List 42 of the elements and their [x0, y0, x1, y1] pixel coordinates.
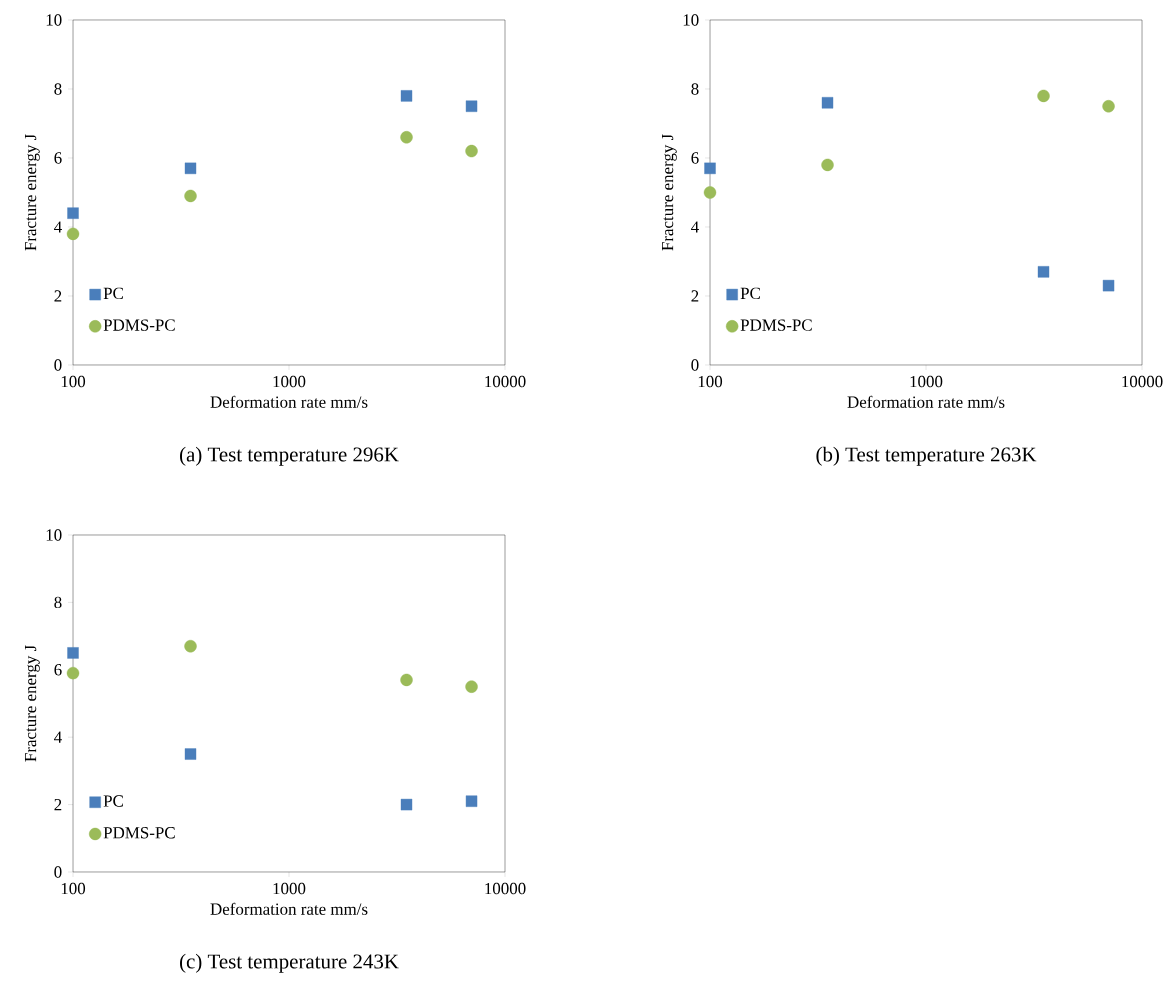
y-axis-title: Fracture energy J — [662, 134, 677, 251]
x-tick-label: 10000 — [485, 882, 526, 895]
x-tick-label: 1000 — [273, 882, 306, 895]
legend-label: PC — [103, 287, 123, 300]
y-tick-label: 8 — [54, 596, 62, 609]
y-tick-label: 10 — [46, 529, 62, 541]
legend-label: PDMS-PC — [103, 827, 175, 839]
y-tick-label: 0 — [691, 359, 699, 371]
legend-label: PC — [103, 795, 123, 807]
x-tick-label: 10000 — [485, 375, 526, 388]
y-tick-label: 0 — [54, 866, 62, 878]
legend-label: PDMS-PC — [740, 319, 812, 331]
x-axis-title: Deformation rate mm/s — [210, 395, 368, 408]
y-tick-label: 10 — [683, 14, 699, 26]
y-tick-label: 6 — [54, 664, 62, 676]
y-tick-label: 4 — [54, 731, 62, 743]
x-tick-label: 1000 — [273, 375, 306, 388]
y-tick-label: 6 — [691, 152, 699, 164]
text: (c) Test temperature 243K — [180, 953, 399, 973]
y-tick-label: 2 — [54, 290, 62, 302]
y-tick-label: 2 — [691, 290, 699, 302]
y-tick-label: 0 — [54, 359, 62, 371]
x-tick-label: 10000 — [1122, 375, 1163, 388]
x-tick-label: 100 — [698, 375, 723, 388]
y-axis-title: Fracture energy J — [25, 645, 40, 762]
x-tick-label: 100 — [61, 882, 86, 895]
text: (b) Test temperature 263K — [816, 446, 1037, 466]
y-tick-label: 4 — [54, 221, 62, 233]
y-tick-label: 4 — [691, 221, 699, 233]
text: (a) Test temperature 296K — [180, 446, 399, 466]
x-tick-label: 1000 — [910, 375, 943, 388]
y-tick-label: 10 — [46, 14, 62, 26]
x-tick-label: 100 — [61, 375, 86, 388]
legend-label: PDMS-PC — [103, 319, 175, 331]
x-axis-title: Deformation rate mm/s — [210, 902, 368, 915]
y-tick-label: 8 — [691, 83, 699, 95]
y-tick-label: 2 — [54, 798, 62, 811]
y-tick-label: 8 — [54, 83, 62, 95]
x-axis-title: Deformation rate mm/s — [847, 395, 1005, 408]
y-axis-title: Fracture energy J — [25, 134, 40, 251]
y-tick-label: 6 — [54, 152, 62, 164]
legend-label: PC — [740, 287, 760, 300]
